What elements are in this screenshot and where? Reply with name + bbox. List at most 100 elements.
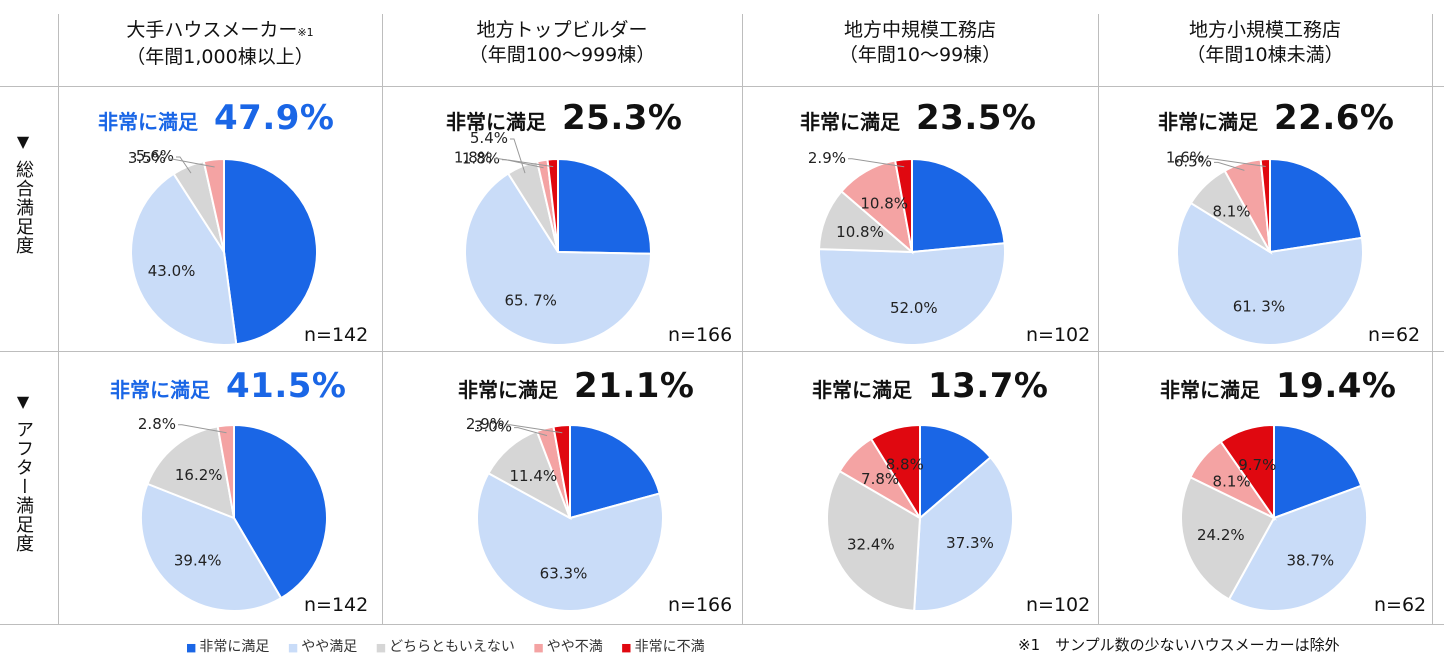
leader-line: [514, 427, 548, 437]
pie-slice-somewhat-satisfied: [913, 455, 1014, 612]
satisfaction-headline: 非常に満足 47.9%: [98, 98, 334, 138]
pie-slice-very-satisfied: [223, 157, 318, 346]
slice-value-label: 6.5%: [1174, 152, 1212, 170]
pie-chart-after-mid-builder: 37.3% 32.4% 7.8%8.8%: [826, 423, 1014, 612]
legend-swatch-icon: ■: [186, 641, 197, 654]
satisfaction-label: 非常に満足: [800, 110, 900, 134]
pie-chart-overall-mid-builder: 52.0% 10.8% 10.8% 2.9%: [808, 149, 1006, 346]
leader-line: [1214, 161, 1245, 171]
leader-line: [176, 156, 192, 174]
satisfaction-percent: 22.6%: [1274, 98, 1395, 138]
pie-slice-somewhat-satisfied: [130, 172, 238, 346]
column-header: 地方トップビルダー （年間100～999棟）: [382, 18, 742, 82]
satisfaction-percent: 21.1%: [574, 366, 695, 406]
grid-hline: [0, 86, 1444, 87]
slice-value-label: 2.8%: [138, 415, 176, 433]
column-header-subtitle: （年間1,000棟以上）: [126, 46, 314, 68]
pie-slice-very-dissatisfied: [1259, 157, 1271, 253]
slice-value-label: 24.2%: [1197, 526, 1245, 544]
pie-chart-overall-small-builder: 61. 3% 8.1% 6.5%1.6%: [1166, 149, 1364, 347]
legend-item: ■ やや満足: [288, 639, 357, 655]
slice-value-label: 11.4%: [509, 467, 557, 485]
leader-line: [506, 424, 563, 434]
satisfaction-percent: 25.3%: [562, 98, 683, 138]
slice-value-label: 38.7%: [1286, 551, 1334, 569]
pie-chart-overall-top-builder: 65. 7% 5.4% 1.8%1.8%: [454, 129, 653, 347]
slice-value-label: 10.8%: [836, 223, 884, 241]
slice-value-label: 8.8%: [886, 455, 924, 473]
satisfaction-label: 非常に満足: [458, 378, 558, 402]
column-header: 地方中規模工務店 （年間10～99棟）: [742, 18, 1098, 82]
legend-item: ■ やや不満: [533, 639, 602, 655]
column-header-title: 地方トップビルダー: [476, 19, 648, 41]
sample-size: n=166: [668, 324, 733, 346]
pie-slice-very-dissatisfied: [552, 423, 571, 519]
slice-value-label: 39.4%: [174, 551, 222, 569]
pie-slice-somewhat-satisfied: [1227, 484, 1368, 613]
satisfaction-percent: 23.5%: [916, 98, 1037, 138]
sample-size: n=142: [304, 324, 369, 346]
satisfaction-label: 非常に満足: [1158, 110, 1258, 134]
slice-value-label: 10.8%: [860, 195, 908, 213]
column-header-subtitle: （年間10～99棟）: [838, 44, 1002, 66]
satisfaction-headline: 非常に満足 21.1%: [458, 366, 694, 406]
pie-chart-after-small-builder: 38.7% 24.2% 8.1%9.7%: [1180, 423, 1368, 613]
slice-value-label: 37.3%: [946, 534, 994, 552]
row-header-overall: ▼ 総合満足度: [10, 130, 36, 261]
satisfaction-label: 非常に満足: [812, 378, 912, 402]
pie-slice-very-dissatisfied: [893, 157, 913, 253]
leader-line: [494, 158, 554, 168]
row-header-aftercare: ▼ アフター満足度: [10, 390, 36, 559]
pie-chart-overall-major: 43.0% 5.6%3.5%: [128, 147, 318, 346]
leader-line: [178, 424, 227, 434]
sample-size: n=62: [1374, 594, 1427, 616]
satisfaction-headline: 非常に満足 19.4%: [1160, 366, 1396, 406]
satisfaction-headline: 非常に満足 22.6%: [1158, 98, 1394, 138]
slice-value-label: 65. 7%: [504, 292, 556, 310]
pie-slice-somewhat-satisfied: [1176, 201, 1364, 347]
legend-label: 非常に不満: [634, 639, 705, 655]
pie-slice-somewhat-dissatisfied: [216, 423, 235, 519]
pie-slice-somewhat-dissatisfied: [202, 157, 225, 253]
pie-slice-neutral: [487, 429, 572, 521]
satisfaction-headline: 非常に満足 13.7%: [812, 366, 1048, 406]
legend-label: どちらともいえない: [389, 639, 515, 655]
sample-size: n=62: [1368, 324, 1421, 346]
row-header-label: 総合満足度: [13, 160, 34, 255]
footnote: ※1 サンプル数の少ないハウスメーカーは除外: [1018, 636, 1340, 654]
pie-slice-very-satisfied: [911, 157, 1006, 254]
legend-swatch-icon: ■: [375, 641, 387, 654]
slice-value-label: 2.9%: [466, 415, 504, 433]
satisfaction-headline: 非常に満足 23.5%: [800, 98, 1036, 138]
column-header-title: 地方小規模工務店: [1188, 19, 1341, 41]
grid-hline: [0, 351, 1444, 352]
row-header-label: アフター満足度: [13, 420, 34, 553]
pie-slice-somewhat-satisfied: [464, 172, 653, 347]
satisfaction-label: 非常に満足: [1160, 378, 1260, 402]
leader-line: [1206, 158, 1266, 167]
column-header: 大手ハウスメーカー※1 （年間1,000棟以上）: [58, 18, 382, 82]
legend-label: 非常に満足: [199, 639, 270, 655]
satisfaction-percent: 41.5%: [226, 366, 347, 406]
legend-label: やや満足: [301, 639, 358, 655]
slice-value-label: 5.4%: [470, 129, 508, 147]
grid-vline: [382, 14, 383, 624]
pie-slice-very-satisfied: [1273, 423, 1363, 520]
triangle-marker-icon: ▼: [16, 132, 30, 151]
pie-slice-very-satisfied: [557, 157, 652, 255]
satisfaction-headline: 非常に満足 25.3%: [446, 98, 682, 138]
grid-vline: [1098, 14, 1099, 624]
sample-size: n=166: [668, 594, 733, 616]
pie-slice-very-satisfied: [1269, 157, 1364, 254]
pie-slice-neutral: [826, 469, 922, 612]
grid-vline: [58, 14, 59, 624]
slice-value-label: 52.0%: [890, 299, 938, 317]
satisfaction-percent: 19.4%: [1276, 366, 1397, 406]
slice-value-label: 63.3%: [540, 564, 588, 582]
slice-value-label: 9.7%: [1238, 456, 1276, 474]
pie-slice-very-satisfied: [569, 423, 661, 520]
satisfaction-label: 非常に満足: [110, 378, 210, 402]
grid-vline: [1432, 14, 1433, 624]
slice-value-label: 1.6%: [1166, 149, 1204, 167]
satisfaction-percent: 47.9%: [214, 98, 335, 138]
